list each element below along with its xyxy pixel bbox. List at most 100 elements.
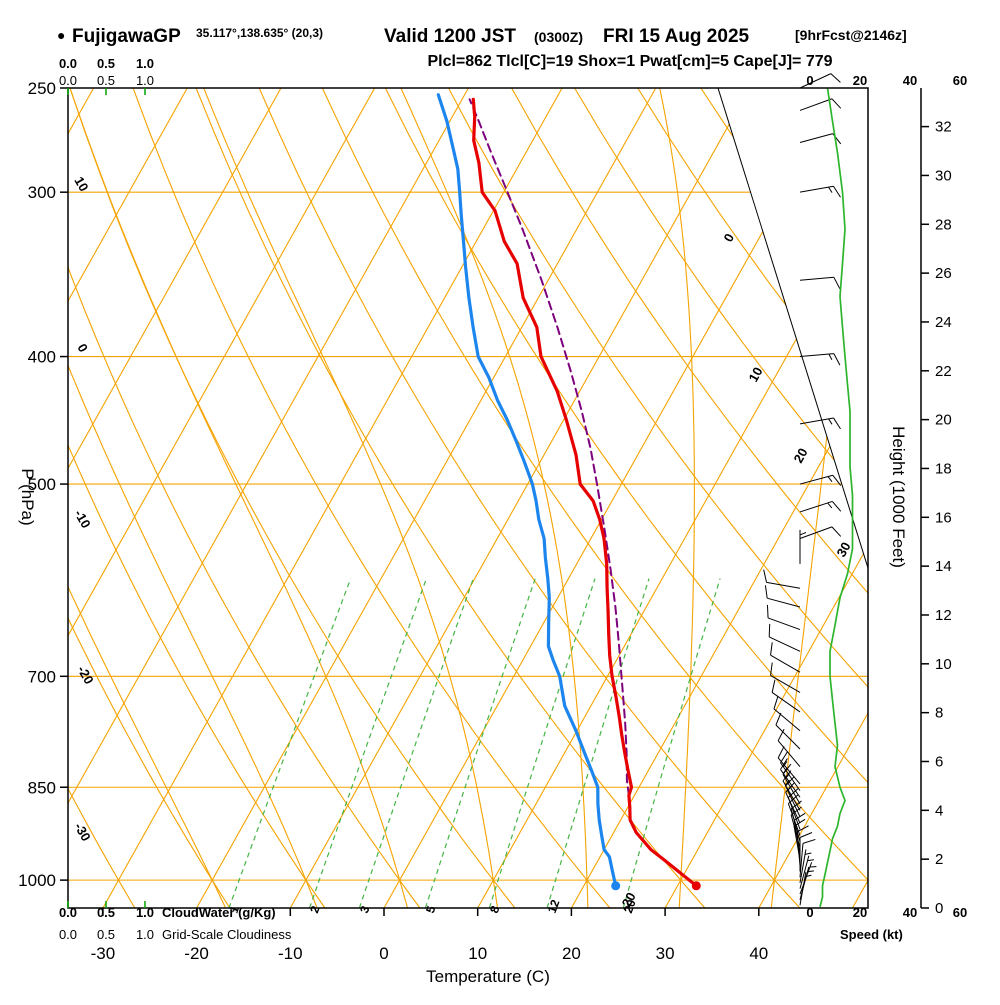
isotherm-line	[103, 88, 562, 908]
wind-barb-flag	[832, 99, 841, 109]
wind-barb-staff	[771, 655, 800, 672]
height-tick-label: 4	[935, 802, 943, 819]
wind-barb-half-flag	[828, 477, 832, 482]
wind-barb-flag	[772, 680, 775, 693]
speed-tick-label: 60	[953, 905, 967, 920]
cloudiness-tick-label: 0.5	[97, 927, 115, 942]
height-tick-label: 20	[935, 412, 952, 429]
surface-temp-dot	[692, 881, 701, 890]
station-name: FujigawaGP	[72, 26, 181, 47]
mixing-ratio-label: 8	[487, 904, 503, 915]
dry-adiabat-label: -30	[71, 820, 93, 844]
wind-barb-half-flag	[829, 419, 833, 424]
wind-barb-staff	[800, 354, 834, 357]
wind-barb-staff	[769, 637, 800, 651]
height-tick-label: 14	[935, 558, 952, 575]
wind-barb-half-flag	[828, 503, 832, 508]
mixing-ratio-line	[229, 579, 351, 908]
temp-tick-label: 40	[749, 944, 768, 963]
height-tick-label: 10	[935, 656, 952, 673]
speed-tick-label: 40	[903, 73, 917, 88]
wind-barb-flag	[831, 74, 841, 83]
mixing-ratio-line	[623, 579, 720, 908]
cloudiness-tick-label: 0.5	[97, 73, 115, 88]
pressure-tick-label: 400	[28, 348, 56, 367]
station-coords: 35.117°,138.635° (20,3)	[196, 26, 323, 40]
temperature-curve	[473, 99, 696, 886]
mixing-ratio-label: 12	[545, 897, 563, 915]
isotherm-label: 20	[791, 446, 811, 466]
wind-barb-flag	[832, 527, 841, 537]
pressure-tick-label: 250	[28, 79, 56, 98]
pressure-tick-label: 850	[28, 778, 56, 797]
cloudiness-tick-label: 1.0	[136, 927, 154, 942]
wind-barb-flag	[765, 585, 767, 598]
wind-barb-half-flag	[829, 187, 833, 192]
dry-adiabat-line	[259, 88, 800, 908]
speed-tick-label: 20	[853, 73, 867, 88]
speed-tick-label: 0	[806, 905, 813, 920]
height-tick-label: 28	[935, 216, 952, 233]
cloudwater-tick-label: 0.0	[59, 56, 77, 71]
valid-time-z: (0300Z)	[534, 29, 583, 45]
wind-barb-staff	[800, 475, 833, 484]
isotherm-line	[759, 88, 1000, 908]
dry-adiabat-line	[575, 88, 1000, 908]
dewpoint-curve	[438, 95, 615, 886]
wind-barb-flag	[769, 624, 770, 637]
isotherm-line	[0, 88, 375, 908]
forecast-tag: [9hrFcst@2146z]	[795, 27, 907, 43]
cloudiness-tick-label: 0.0	[59, 73, 77, 88]
wind-barb-flag	[803, 839, 815, 843]
cloudiness-tick-label: 1.0	[136, 73, 154, 88]
mixing-ratio-line	[359, 579, 473, 908]
wind-barb-half-flag	[808, 860, 814, 861]
speed-axis-label: Speed (kt)	[840, 927, 903, 942]
height-axis-label: Height (1000 Feet)	[889, 426, 908, 568]
mixing-ratio-label: 2	[307, 904, 323, 915]
wind-barb-flag	[800, 832, 812, 837]
speed-tick-label: 0	[806, 73, 813, 88]
dry-adiabat-line	[449, 88, 1000, 908]
title-bullet: ●	[57, 27, 65, 43]
isotherm-line	[665, 88, 1000, 908]
cloudwater-tick-label: 0.5	[97, 56, 115, 71]
stability-indices: Plcl=862 Tlcl[C]=19 Shox=1 Pwat[cm]=5 Ca…	[427, 53, 832, 70]
dry-adiabat-line	[701, 88, 1000, 908]
mixing-ratio-line	[425, 579, 535, 908]
isotherm-line	[290, 88, 749, 908]
wind-barb-staff	[800, 277, 834, 280]
temp-tick-label: 0	[379, 944, 388, 963]
dry-adiabat-label: -10	[71, 507, 93, 531]
pressure-tick-label: 300	[28, 183, 56, 202]
mixing-ratio-line	[310, 579, 427, 908]
wind-barb-half-flag	[805, 853, 811, 854]
temperature-axis-label: Temperature (C)	[426, 967, 550, 986]
temp-tick-label: -10	[278, 944, 303, 963]
wind-barb-flag	[832, 501, 840, 511]
lattice-group	[0, 88, 1000, 908]
isotherm-line	[197, 88, 656, 908]
height-tick-label: 22	[935, 363, 952, 380]
dry-adiabat-label: 10	[71, 174, 91, 194]
dry-adiabat-line	[322, 88, 895, 908]
temp-tick-label: 20	[562, 944, 581, 963]
valid-date: FRI 15 Aug 2025	[603, 26, 750, 47]
wind-barb-flag	[834, 277, 840, 289]
wind-barb-staff	[800, 74, 831, 88]
wind-barb-flag	[833, 418, 840, 429]
height-tick-label: 32	[935, 119, 952, 136]
wind-barb-staff	[800, 99, 832, 111]
wind-barb-flag	[834, 354, 840, 366]
isotherm-label: 0	[721, 231, 738, 245]
pressure-tick-label: 500	[28, 475, 56, 494]
cloudiness-label: Grid-Scale Cloudiness	[162, 927, 292, 942]
speed-tick-label: 60	[953, 73, 967, 88]
